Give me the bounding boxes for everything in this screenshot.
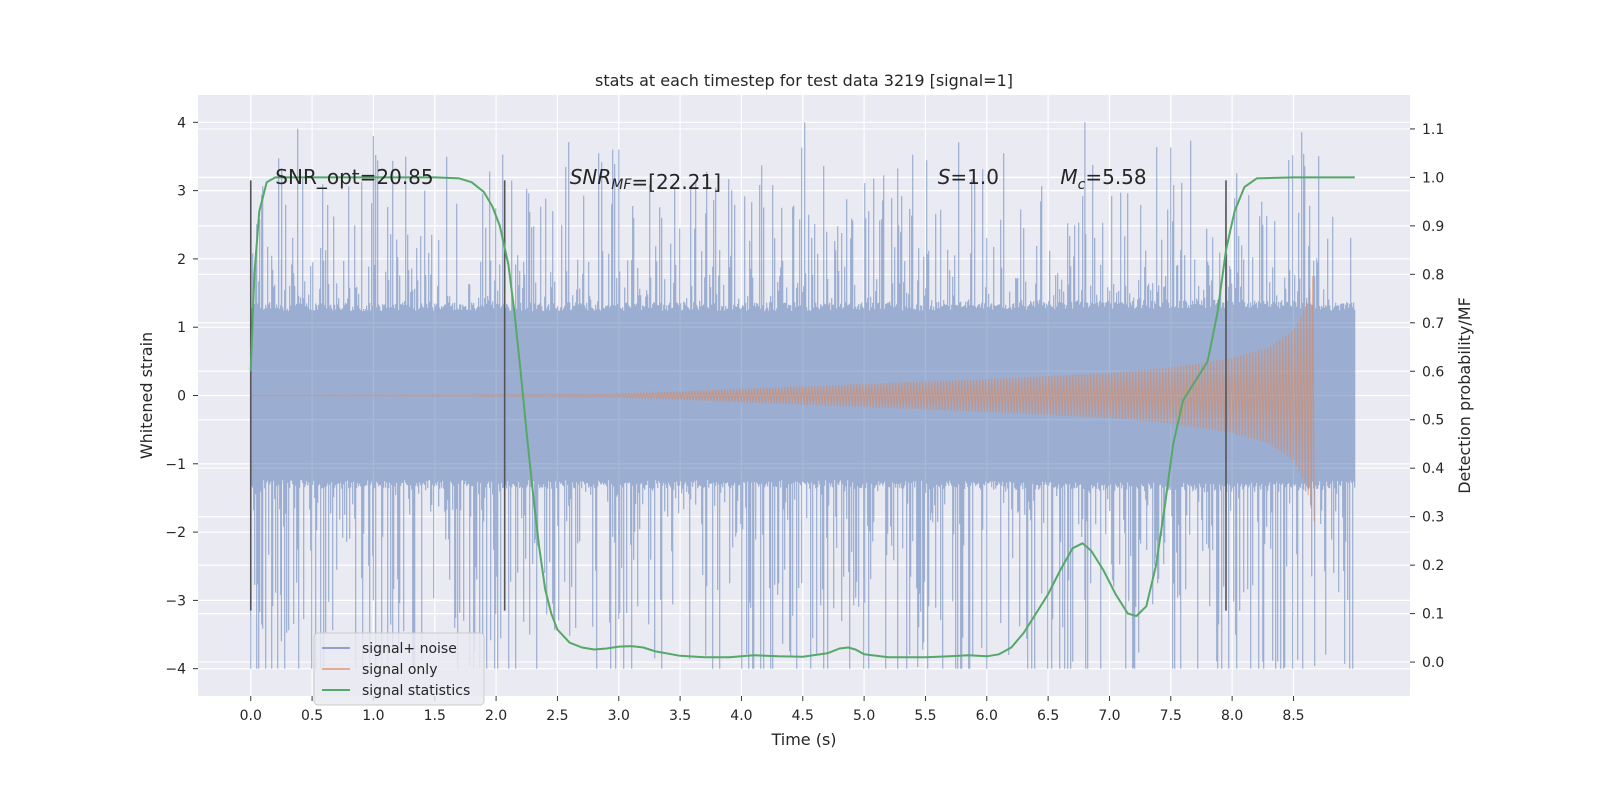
- y-tick-label: 0: [177, 389, 186, 405]
- y-tick-label: −3: [165, 593, 186, 609]
- y2-tick-label: 0.4: [1422, 461, 1444, 477]
- x-tick-label: 6.5: [1037, 708, 1059, 724]
- y2-tick-label: 0.8: [1422, 267, 1444, 283]
- x-tick-label: 3.0: [608, 708, 630, 724]
- x-tick-label: 8.0: [1221, 708, 1243, 724]
- x-tick-label: 4.0: [730, 708, 752, 724]
- legend-box: [313, 632, 485, 706]
- series-signal-only: [250, 275, 1315, 522]
- x-tick-label: 4.5: [792, 708, 814, 724]
- annotation-snr-mf: SNRMF=[22.21]: [570, 165, 721, 194]
- signal-series: [250, 275, 1315, 522]
- x-tick-label: 2.5: [546, 708, 568, 724]
- x-tick-label: 0.5: [301, 708, 323, 724]
- x-tick-label: 1.5: [424, 708, 446, 724]
- x-tick-label: 5.5: [914, 708, 936, 724]
- y-tick-label: −4: [165, 662, 186, 678]
- legend: signal+ noise signal only signal statistic…: [313, 632, 485, 706]
- y2-tick-label: 0.3: [1422, 510, 1444, 526]
- annotation-snr-opt: SNR_opt=20.85: [275, 165, 433, 189]
- y-tick-label: 3: [177, 184, 186, 200]
- y2-tick-label: 0.0: [1422, 655, 1444, 671]
- series-signal-statistics: [249, 176, 1355, 659]
- x-tick-label: 5.0: [853, 708, 875, 724]
- y2-tick-label: 0.7: [1422, 316, 1444, 332]
- x-tick-label: 2.0: [485, 708, 507, 724]
- y2-tick-label: 0.6: [1422, 364, 1444, 380]
- annotations: SNR_opt=20.85 SNRMF=[22.21] S=1.0 Mc=5.58: [275, 165, 1146, 194]
- y2-tick-label: 0.5: [1422, 413, 1444, 429]
- x-tick-label: 6.0: [976, 708, 998, 724]
- y2-tick-label: 1.0: [1422, 170, 1444, 186]
- y-tick-label: 1: [177, 320, 186, 336]
- chart-title: stats at each timestep for test data 321…: [595, 71, 1013, 90]
- x-tick-label: 0.0: [240, 708, 262, 724]
- y2-tick-label: 1.1: [1422, 122, 1444, 138]
- annotation-mc-value: Mc=5.58: [1060, 165, 1146, 193]
- x-tick-label: 8.5: [1282, 708, 1304, 724]
- y-tick-label: −1: [165, 457, 186, 473]
- y-tick-label: −2: [165, 525, 186, 541]
- y2-tick-label: 0.1: [1422, 607, 1444, 623]
- x-tick-label: 1.0: [362, 708, 384, 724]
- y2-tick-label: 0.2: [1422, 558, 1444, 574]
- legend-label: signal statistics: [362, 683, 470, 699]
- x-axis-label: Time (s): [770, 730, 836, 749]
- y-axis-label: Whitened strain: [137, 332, 156, 459]
- x-tick-label: 3.5: [669, 708, 691, 724]
- legend-label: signal only: [362, 662, 437, 678]
- x-tick-label: 7.5: [1160, 708, 1182, 724]
- stats-series: [249, 176, 1355, 659]
- legend-label: signal+ noise: [362, 641, 457, 657]
- axes: 0.0 0.5 1.0 1.5 2.0 2.5 3.0 3.5 4.0 4.5 5.0 5.5 6.0 6…: [165, 115, 1444, 724]
- annotation-s-value: S=1.0: [938, 165, 999, 189]
- y-tick-label: 2: [177, 252, 186, 268]
- x-tick-label: 7.0: [1098, 708, 1120, 724]
- y2-tick-label: 0.9: [1422, 219, 1444, 235]
- y2-axis-label: Detection probability/MF: [1455, 297, 1474, 494]
- y-tick-label: 4: [177, 115, 186, 131]
